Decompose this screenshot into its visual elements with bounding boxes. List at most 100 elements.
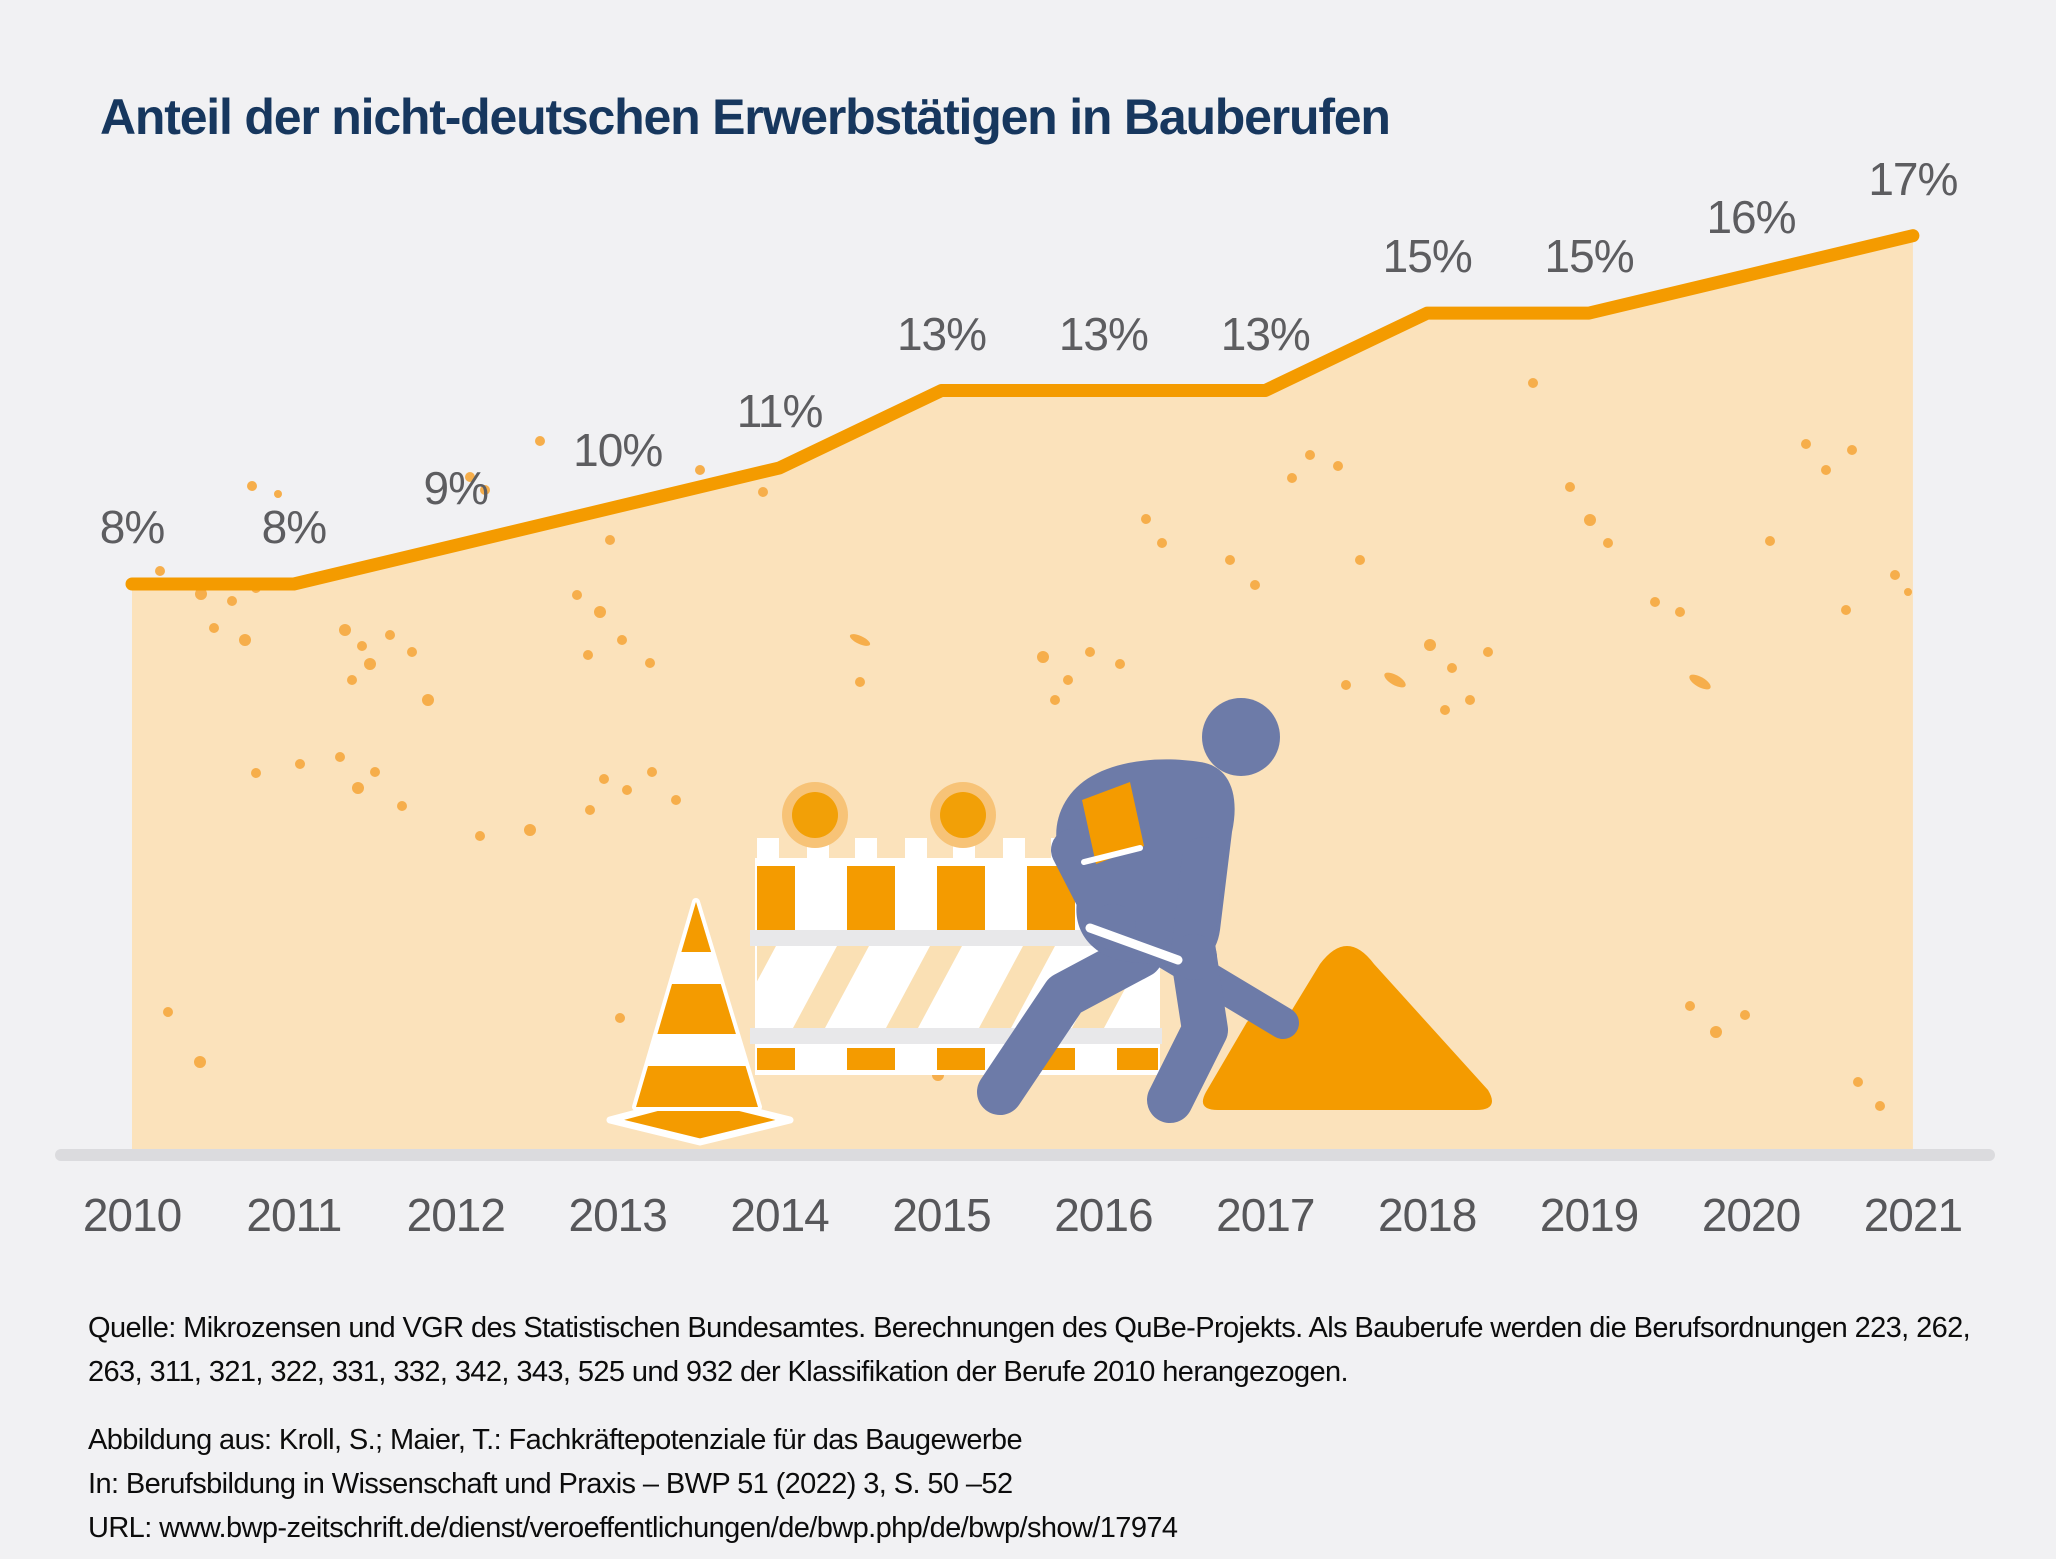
speckle-dot (645, 658, 655, 668)
speckle-dot (1584, 514, 1596, 526)
speckle-dot (339, 624, 351, 636)
speckle-dot (385, 630, 395, 640)
attribution-note: Abbildung aus: Kroll, S.; Maier, T.: Fac… (88, 1418, 1178, 1550)
warning-lamp-icon (782, 782, 848, 848)
speckle-dot (1050, 695, 1060, 705)
speckle-dot (1740, 1010, 1750, 1020)
speckle-dot (1821, 465, 1831, 475)
worker-vest-patch (1082, 782, 1144, 864)
attribution-line: In: Berufsbildung in Wissenschaft und Pr… (88, 1468, 1013, 1500)
speckle-dot (615, 1013, 625, 1023)
warning-lamp-icon (930, 782, 996, 848)
speckle-dot (1904, 588, 1912, 596)
speckle-dot (1141, 514, 1151, 524)
area-fill (132, 235, 1913, 1149)
value-label: 10% (573, 423, 663, 476)
speckle-dot (1841, 605, 1851, 615)
speckle-dot (1157, 538, 1167, 548)
speckle-dot (1801, 439, 1811, 449)
trend-line (125, 229, 1920, 591)
value-label: 9% (423, 462, 489, 515)
value-label: 15% (1382, 230, 1473, 283)
speckle-dot (155, 566, 165, 576)
speckle-dot (352, 782, 364, 794)
x-tick-label: 2021 (1863, 1189, 1963, 1241)
speckle-dot (1847, 445, 1857, 455)
speckle-dot (195, 588, 207, 600)
speckle-dot (1875, 1101, 1885, 1111)
speckle-dot (194, 1056, 206, 1068)
speckle-dot (480, 485, 490, 495)
speckle-dot (1565, 482, 1575, 492)
value-label: 8% (261, 501, 327, 553)
speckle-dot (1685, 1001, 1695, 1011)
speckle-dot (585, 805, 595, 815)
speckle-dot (1250, 580, 1260, 590)
speckle-dot (247, 481, 257, 491)
speckle-dot (465, 472, 475, 482)
x-tick-label: 2010 (82, 1189, 182, 1241)
traffic-cone-icon (606, 898, 794, 1146)
speckle-dot (1650, 597, 1660, 607)
speckle-dot (1085, 647, 1095, 657)
speckle-dot (1424, 639, 1436, 651)
speckle-dot (1710, 1026, 1722, 1038)
speckle-dot (855, 677, 865, 687)
x-axis-line (55, 1149, 1995, 1161)
speckle-dot (274, 490, 282, 498)
speckle-dot (1333, 461, 1343, 471)
construction-worker-icon (977, 698, 1299, 1123)
attribution-line: URL: www.bwp-zeitschrift.de/dienst/veroe… (88, 1512, 1178, 1544)
x-tick-label: 2015 (892, 1189, 991, 1241)
attribution-line: Abbildung aus: Kroll, S.; Maier, T.: Fac… (88, 1424, 1023, 1456)
speckle-dot (599, 774, 609, 784)
speckle-dot (251, 768, 261, 778)
speckle-dot (535, 436, 545, 446)
speckle-dot (1341, 680, 1351, 690)
speckle-dot (1305, 450, 1315, 460)
speckle-dot (594, 606, 606, 618)
speckle-dot (1765, 536, 1775, 546)
speckle-dot (1115, 659, 1125, 669)
speckle-dot (758, 487, 768, 497)
speckle-dot (1603, 538, 1613, 548)
value-label: 13% (896, 307, 987, 360)
speckle-dot (163, 1007, 173, 1017)
speckle-dot (1853, 1077, 1863, 1087)
speckle-dot (605, 535, 615, 545)
speckle-dot (1689, 674, 1711, 690)
speckle-dot (1483, 647, 1493, 657)
speckle-dot (671, 795, 681, 805)
speckle-dot (647, 767, 657, 777)
speckle-dot (295, 759, 305, 769)
speckle-dot (1890, 570, 1900, 580)
value-label: 8% (99, 501, 165, 553)
speckle-dot (397, 801, 407, 811)
speckle-dot (1287, 473, 1297, 483)
speckle-dot (572, 590, 582, 600)
speckle-dot (357, 641, 367, 651)
speckle-dot (695, 465, 705, 475)
value-label: 13% (1220, 307, 1311, 360)
source-line: Quelle: Mikrozensen und VGR des Statisti… (88, 1312, 1971, 1344)
page-title: Anteil der nicht-deutschen Erwerbstätige… (100, 89, 1391, 145)
speckle-dot (347, 675, 357, 685)
speckle-dot (1675, 607, 1685, 617)
value-label: 13% (1058, 307, 1149, 360)
speckle-dot (407, 647, 417, 657)
value-label: 16% (1706, 191, 1796, 244)
speckle-dot (622, 785, 632, 795)
worker-head (1202, 698, 1280, 776)
x-tick-label: 2012 (406, 1189, 506, 1241)
barrier-icon (750, 782, 1162, 1075)
speckle-dot (1447, 663, 1457, 673)
speckle-dot (524, 824, 536, 836)
speckle-dot (1384, 672, 1406, 688)
speckle-dot (475, 831, 485, 841)
value-label: 15% (1544, 230, 1635, 283)
x-tick-label: 2018 (1378, 1189, 1477, 1241)
speckle-dot (335, 752, 345, 762)
source-note: Quelle: Mikrozensen und VGR des Statisti… (88, 1306, 1971, 1394)
